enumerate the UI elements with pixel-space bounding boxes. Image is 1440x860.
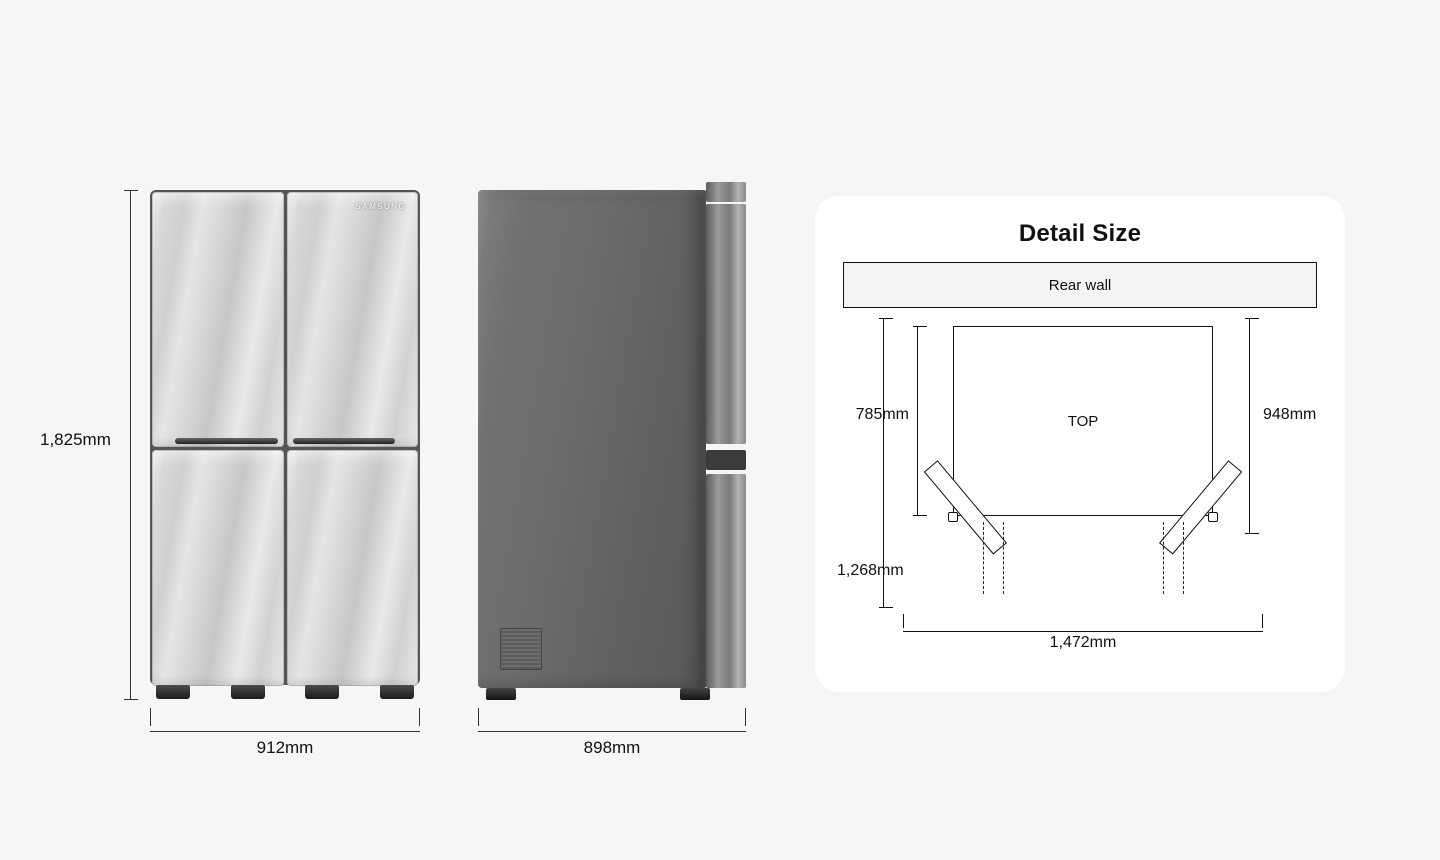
top-plan-diagram: TOP 785mm 948mm 1,268mm 1,472mm <box>843 318 1317 658</box>
width-doors-open-bracket <box>903 618 1263 632</box>
depth-handle-label: 948mm <box>1263 406 1316 424</box>
side-body <box>478 190 706 688</box>
side-width-label: 898mm <box>478 738 746 758</box>
door-bottom-right <box>287 450 419 686</box>
dash-line <box>1163 522 1164 594</box>
hinge-left <box>948 512 958 522</box>
depth-door-open-label: 1,268mm <box>837 562 904 580</box>
hinge-right <box>1208 512 1218 522</box>
top-plan-body: TOP <box>953 326 1213 516</box>
dash-line <box>1183 522 1184 594</box>
front-width-label: 912mm <box>150 738 420 758</box>
fridge-front-body: SAMSUNG <box>150 190 420 685</box>
width-doors-open-label: 1,472mm <box>903 634 1263 652</box>
rear-wall-box: Rear wall <box>843 262 1317 308</box>
depth-body-bracket <box>917 326 933 516</box>
brand-logo: SAMSUNG <box>355 202 406 211</box>
rear-vent <box>500 628 542 670</box>
front-width-bracket <box>150 714 420 732</box>
dash-line <box>983 522 984 594</box>
front-feet <box>146 685 424 703</box>
fridge-side-view <box>478 182 746 702</box>
height-label: 1,825mm <box>40 430 111 450</box>
door-top-left <box>152 192 284 447</box>
side-door-edge <box>706 182 746 694</box>
side-width-bracket <box>478 714 746 732</box>
depth-handle-bracket <box>1249 318 1265 534</box>
fridge-front-view: SAMSUNG <box>150 190 430 685</box>
side-feet <box>478 688 718 702</box>
door-bottom-left <box>152 450 284 686</box>
door-top-right: SAMSUNG <box>287 192 419 447</box>
dash-line <box>1003 522 1004 594</box>
detail-size-card: Detail Size Rear wall TOP 785mm 948mm 1,… <box>815 196 1345 692</box>
detail-title: Detail Size <box>815 220 1345 248</box>
height-bracket <box>120 190 142 700</box>
spec-diagram: 1,825mm SAMSUNG 912mm <box>0 0 1440 860</box>
